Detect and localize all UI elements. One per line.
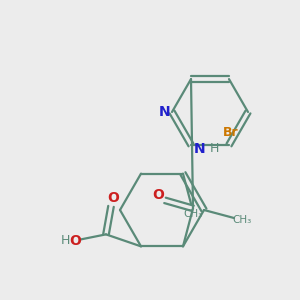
Text: N: N: [159, 105, 171, 119]
Text: H: H: [60, 234, 70, 247]
Text: N: N: [194, 142, 206, 156]
Text: Br: Br: [223, 126, 239, 140]
Text: O: O: [107, 191, 119, 206]
Text: O: O: [69, 234, 81, 248]
Text: O: O: [152, 188, 164, 203]
Text: H: H: [209, 142, 219, 155]
Text: CH₃: CH₃: [183, 208, 202, 219]
Text: CH₃: CH₃: [232, 215, 252, 225]
